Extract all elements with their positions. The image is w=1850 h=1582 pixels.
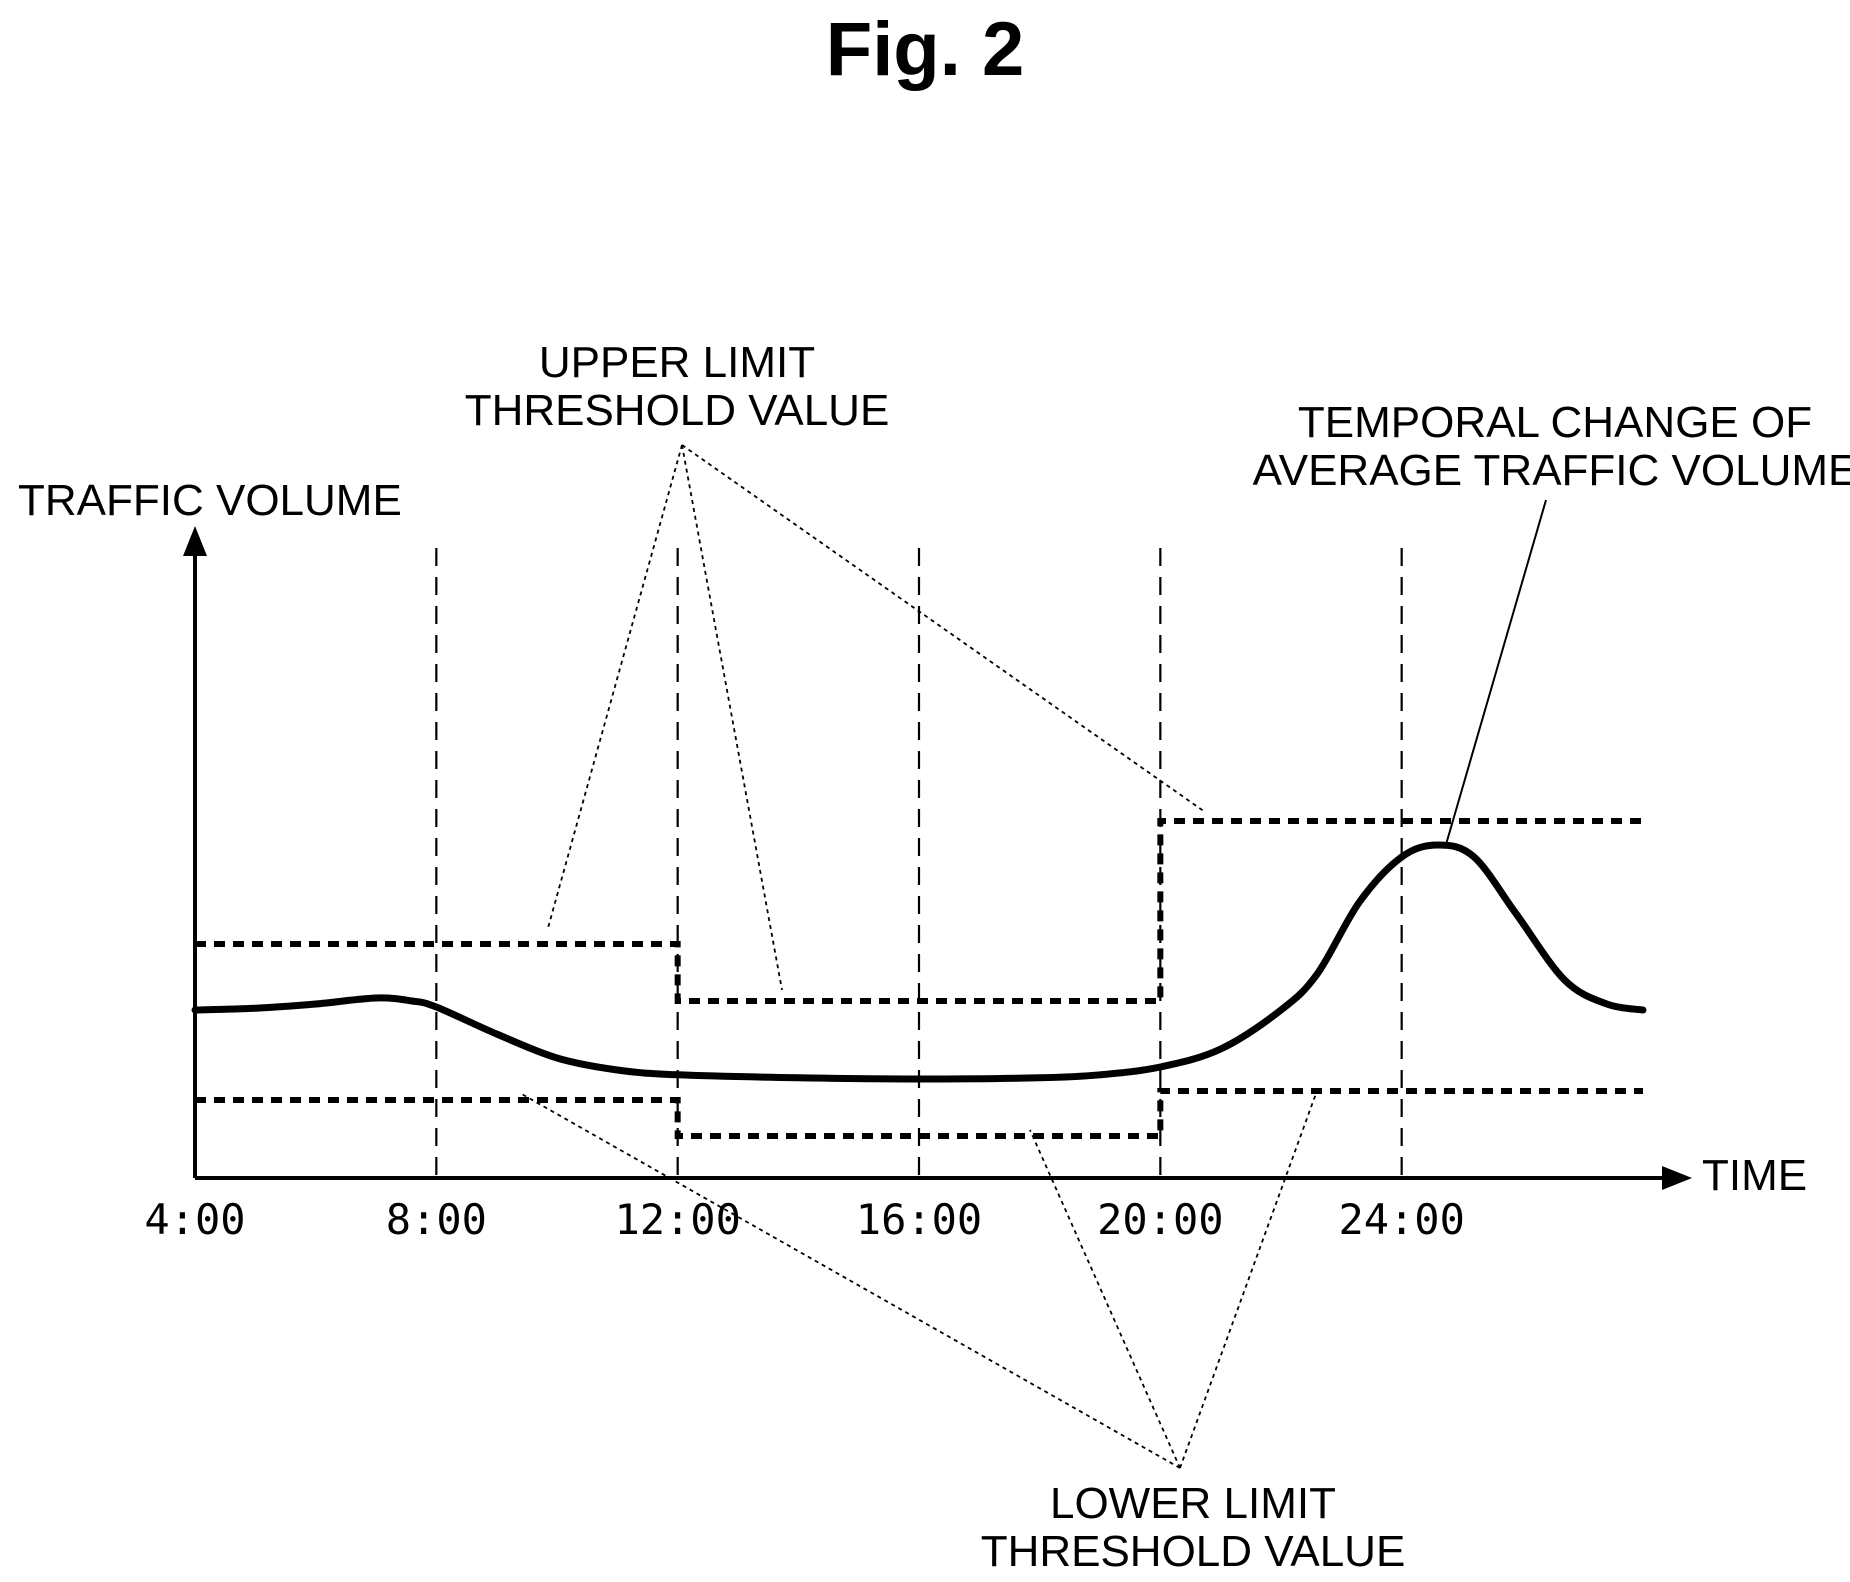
x-axis-label: TIME	[1702, 1151, 1807, 1200]
x-tick-label: 16:00	[856, 1195, 982, 1244]
leader-lines	[519, 444, 1547, 1469]
x-tick-labels: 4:00 8:00 12:00 16:00 20:00 24:00	[144, 1195, 1464, 1244]
x-tick-label: 8:00	[386, 1195, 487, 1244]
y-axis-label: TRAFFIC VOLUME	[18, 476, 402, 525]
lower-annotation-line-1: LOWER LIMIT	[1050, 1479, 1336, 1528]
upper-leader-1	[547, 444, 683, 929]
x-tick-label: 4:00	[144, 1195, 245, 1244]
x-tick-label: 12:00	[614, 1195, 740, 1244]
x-tick-label: 20:00	[1097, 1195, 1223, 1244]
lower-leader-1	[519, 1092, 1181, 1469]
lower-leader-3	[1179, 1087, 1319, 1469]
upper-annotation-line-1: UPPER LIMIT	[539, 338, 815, 387]
upper-annotation-line-2: THRESHOLD VALUE	[465, 386, 890, 435]
upper-leader-3	[681, 444, 1206, 813]
lower-annotation-line-2: THRESHOLD VALUE	[981, 1527, 1406, 1576]
lower-threshold-step-line	[195, 1088, 1643, 1139]
average-leader	[1444, 499, 1547, 849]
chart-series	[191, 818, 1647, 1139]
average-traffic-curve	[191, 841, 1647, 1083]
axes	[183, 526, 1692, 1190]
annotation-average-traffic: TEMPORAL CHANGE OF AVERAGE TRAFFIC VOLUM…	[1253, 398, 1850, 495]
vertical-gridlines	[435, 548, 1403, 1178]
x-tick-label: 24:00	[1338, 1195, 1464, 1244]
figure-title: Fig. 2	[826, 7, 1024, 92]
lower-leader-2	[1029, 1129, 1181, 1469]
annotation-upper-limit: UPPER LIMIT THRESHOLD VALUE	[465, 338, 890, 435]
annotation-lower-limit: LOWER LIMIT THRESHOLD VALUE	[981, 1479, 1406, 1576]
upper-threshold-step-line	[195, 818, 1643, 1004]
x-axis-arrow-icon	[1662, 1166, 1692, 1190]
y-axis-arrow-icon	[183, 526, 207, 556]
average-annotation-line-2: AVERAGE TRAFFIC VOLUME	[1253, 446, 1850, 495]
upper-leader-2	[681, 444, 783, 991]
average-annotation-line-1: TEMPORAL CHANGE OF	[1298, 398, 1812, 447]
